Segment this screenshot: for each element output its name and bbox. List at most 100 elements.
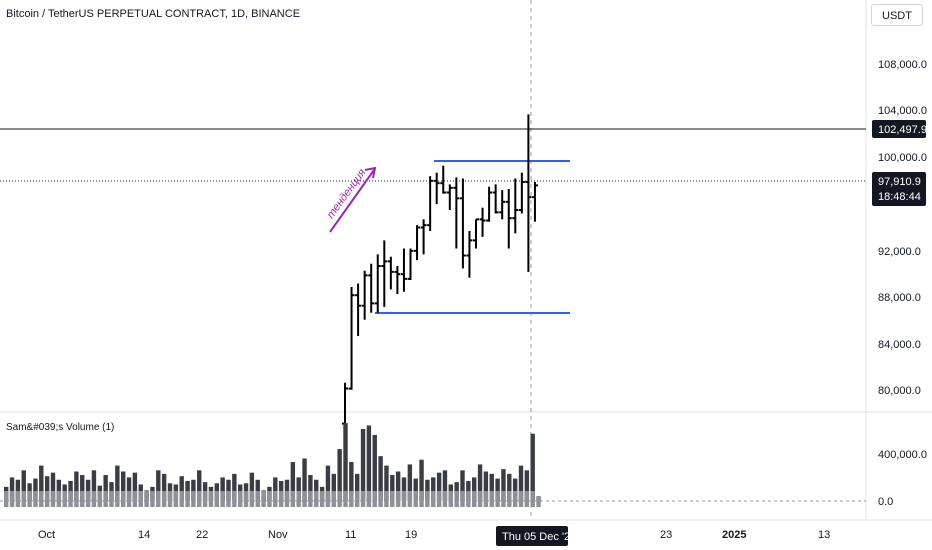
volume-indicator-title[interactable]: Sam&#039;s Volume (1)	[6, 422, 115, 433]
volume-bar-lower	[448, 491, 453, 507]
volume-bar	[512, 478, 518, 501]
volume-bar	[284, 479, 290, 501]
volume-bar-lower	[167, 491, 173, 507]
volume-bar	[501, 469, 506, 501]
volume-bar	[425, 479, 430, 501]
volume-bar-lower	[85, 491, 91, 507]
volume-bar	[226, 479, 231, 501]
crosshair-time-label: Thu 05 Dec '24	[502, 531, 576, 543]
volume-bar	[33, 478, 38, 501]
ohlc-bar	[414, 225, 421, 261]
volume-bar-lower	[132, 491, 138, 507]
volume-bar-lower	[501, 491, 506, 507]
volume-bar-lower	[343, 491, 348, 507]
volume-bar-lower	[115, 491, 120, 507]
volume-bar	[507, 473, 512, 501]
ohlc-bar	[512, 178, 519, 234]
volume-bar-lower	[337, 491, 342, 507]
volume-bar-lower	[524, 491, 530, 507]
volume-bar-lower	[278, 491, 284, 507]
price-tick-104000: 104,000.0	[878, 105, 927, 117]
volume-bar-lower	[191, 491, 196, 507]
volume-bar	[390, 475, 395, 501]
volume-bar	[161, 473, 167, 501]
volume-bar	[436, 472, 442, 501]
volume-bar	[466, 480, 471, 501]
volume-bar-lower	[460, 491, 465, 507]
time-tick-23: 23	[660, 529, 672, 541]
volume-bar	[39, 465, 44, 501]
ohlc-bar	[459, 178, 466, 269]
ohlc-bar	[518, 172, 525, 214]
volume-bar-lower	[495, 491, 500, 507]
volume-bar-lower	[530, 491, 535, 507]
volume-bar-lower	[395, 491, 401, 507]
volume-bar-lower	[331, 491, 336, 507]
volume-bar-lower	[220, 491, 225, 507]
volume-bar-lower	[4, 491, 9, 507]
time-tick-11: 11	[345, 529, 356, 541]
ohlc-bar	[473, 218, 479, 249]
volume-bar-lower	[413, 491, 418, 507]
volume-bar-lower	[431, 491, 436, 507]
volume-bar-lower	[56, 491, 62, 507]
volume-bar	[314, 479, 319, 501]
volume-bar-lower	[21, 491, 26, 507]
volume-bar	[343, 423, 348, 501]
volume-bar-lower	[325, 491, 331, 507]
volume-bar	[378, 456, 383, 501]
volume-bar-lower	[68, 491, 73, 507]
ohlc-bar	[420, 219, 427, 255]
volume-bar	[44, 476, 50, 501]
volume-bar-lower	[9, 491, 15, 507]
ohlc-bar	[492, 184, 499, 214]
volume-bar	[472, 477, 477, 501]
volume-bar-lower	[419, 491, 424, 507]
volume-bar-lower	[185, 491, 190, 507]
volume-bar-lower	[39, 491, 44, 507]
volume-bar-lower	[489, 491, 494, 507]
high-price-label-bg	[872, 120, 926, 138]
volume-bar	[495, 478, 500, 501]
volume-bar-lower	[138, 491, 143, 507]
volume-bar	[308, 475, 313, 501]
volume-bar-lower	[425, 491, 430, 507]
volume-bar	[126, 477, 132, 501]
countdown-label: 18:48:44	[878, 191, 921, 203]
volume-bar-lower	[80, 491, 85, 507]
volume-bar	[477, 464, 483, 501]
trend-arrow[interactable]	[329, 166, 377, 233]
ohlc-bar	[499, 190, 506, 220]
volume-bar-lower	[50, 491, 56, 507]
volume-bar-lower	[366, 491, 372, 507]
ohlc-bar	[466, 231, 473, 278]
ohlc-bar	[446, 184, 453, 211]
price-tick-84000: 84,000.0	[878, 339, 921, 351]
volume-bar	[431, 477, 436, 501]
volume-bar-lower	[454, 491, 459, 507]
ohlc-bar	[505, 189, 512, 249]
volume-bar	[518, 465, 524, 501]
current-price-label: 97,910.9	[878, 176, 921, 188]
volume-bar	[325, 465, 331, 501]
volume-bar-lower	[197, 491, 202, 507]
volume-bar	[442, 470, 448, 501]
volume-bar-lower	[319, 491, 325, 507]
trend-annotation-label[interactable]: тенденция	[325, 167, 369, 221]
volume-bar-lower	[255, 491, 260, 507]
ohlc-bar	[407, 248, 414, 281]
volume-bar-lower	[261, 491, 266, 507]
volume-bar-lower	[173, 491, 179, 507]
currency-button[interactable]: USDT	[871, 4, 923, 26]
volume-bar	[185, 480, 190, 501]
volume-bar-lower	[179, 491, 184, 507]
volume-bar-lower	[436, 491, 442, 507]
volume-bar	[249, 472, 255, 501]
ohlc-bar	[531, 182, 538, 222]
ohlc-bar	[486, 186, 493, 222]
ohlc-bar	[453, 177, 460, 249]
volume-bar	[337, 449, 342, 501]
price-tick-92000: 92,000.0	[878, 246, 921, 258]
volume-bar-lower	[62, 491, 67, 507]
